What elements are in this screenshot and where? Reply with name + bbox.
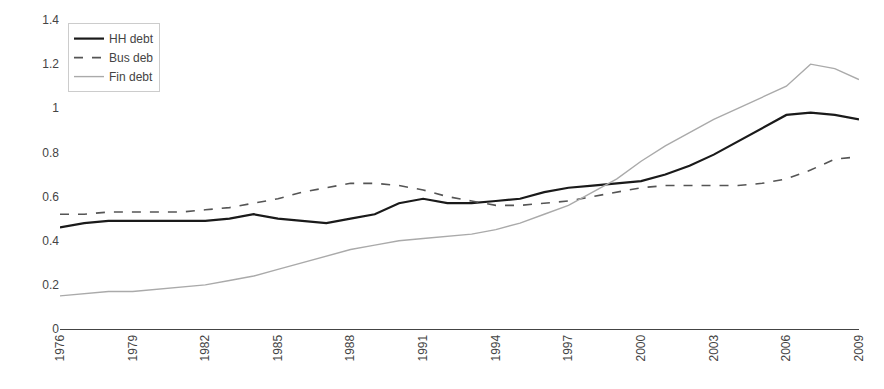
svg-text:1997: 1997 [561,334,575,361]
svg-text:0.4: 0.4 [42,234,59,248]
svg-text:1985: 1985 [271,334,285,361]
svg-text:1.2: 1.2 [42,57,59,71]
svg-text:1: 1 [52,101,59,115]
svg-text:Bus deb: Bus deb [109,51,153,65]
svg-text:2003: 2003 [707,334,721,361]
svg-text:0.6: 0.6 [42,190,59,204]
svg-text:1991: 1991 [416,334,430,361]
svg-text:1979: 1979 [126,334,140,361]
svg-text:1994: 1994 [489,334,503,361]
svg-text:1.4: 1.4 [42,13,59,27]
svg-text:2006: 2006 [779,334,793,361]
svg-text:1988: 1988 [343,334,357,361]
svg-text:2000: 2000 [634,334,648,361]
svg-text:0.2: 0.2 [42,278,59,292]
svg-text:HH debt: HH debt [109,32,154,46]
svg-text:0: 0 [52,322,59,336]
svg-text:0.8: 0.8 [42,146,59,160]
svg-text:Fin debt: Fin debt [109,70,153,84]
svg-text:1982: 1982 [198,334,212,361]
svg-text:1976: 1976 [53,334,67,361]
svg-text:2009: 2009 [852,334,866,361]
